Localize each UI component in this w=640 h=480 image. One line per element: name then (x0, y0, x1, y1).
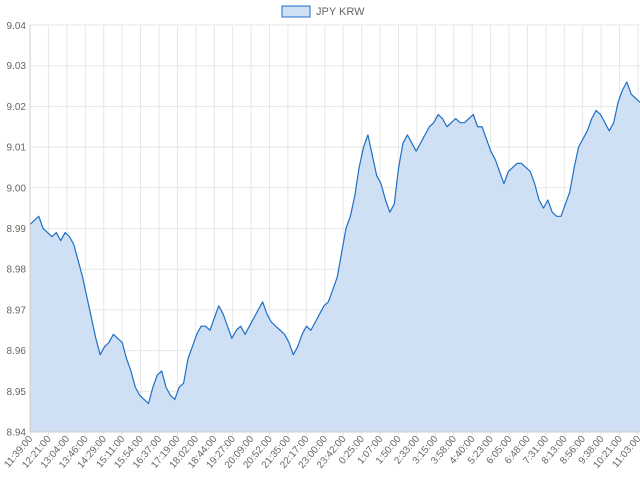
y-tick-label: 8.94 (7, 428, 27, 439)
legend-label: JPY KRW (316, 6, 365, 18)
y-tick-label: 8.98 (7, 265, 27, 276)
legend[interactable]: JPY KRW (281, 5, 365, 18)
y-tick-label: 8.99 (7, 224, 27, 235)
y-tick-label: 8.96 (7, 346, 27, 357)
y-tick-label: 8.97 (7, 305, 27, 316)
y-tick-label: 9.01 (7, 143, 27, 154)
y-axis: 9.04 9.03 9.02 9.01 9.00 8.99 8.98 8.97 8.96 8.95… (7, 21, 31, 439)
y-tick-label: 9.00 (7, 183, 27, 194)
y-tick-label: 9.03 (7, 61, 27, 72)
plot-area (29, 81, 640, 432)
x-axis: 11:39:0012:21:0013:04:0013:46:0014:29:00… (2, 431, 640, 471)
series-area (30, 81, 640, 432)
legend-swatch (281, 5, 311, 18)
series-line (29, 81, 640, 405)
y-tick-label: 8.95 (7, 387, 27, 398)
y-tick-label: 9.02 (7, 102, 27, 113)
y-tick-label: 9.04 (7, 21, 27, 32)
